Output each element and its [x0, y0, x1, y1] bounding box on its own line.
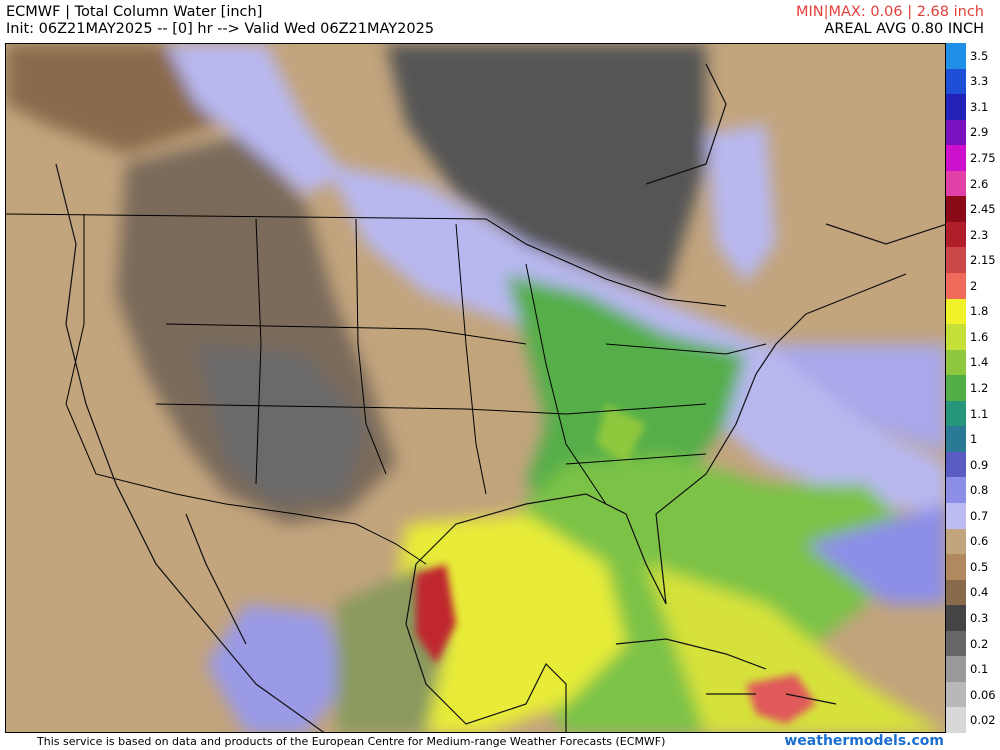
colorbar-swatch [946, 426, 966, 453]
colorbar-label: 0.06 [970, 687, 996, 702]
colorbar-label: 2.9 [970, 125, 989, 140]
colorbar-label: 3.1 [970, 99, 989, 114]
colorbar-swatch [946, 503, 966, 530]
colorbar-swatch [946, 298, 966, 325]
colorbar-label: 0.3 [970, 611, 989, 625]
colorbar-label: 0.1 [970, 662, 989, 677]
colorbar-label: 1 [970, 432, 978, 447]
init-valid-time: Init: 06Z21MAY2025 -- [0] hr --> Valid W… [6, 21, 435, 37]
colorbar-label: 2.6 [970, 176, 989, 191]
colorbar-swatch [946, 119, 966, 146]
map-title: ECMWF | Total Column Water [inch] [6, 4, 263, 20]
colorbar-label: 1.6 [970, 329, 989, 344]
colorbar-label: 0.7 [970, 508, 989, 523]
colorbar-label: 0.4 [970, 585, 989, 600]
colorbar-swatch [946, 94, 966, 121]
min-max-readout: MIN|MAX: 0.06 | 2.68 inch [795, 4, 984, 20]
colorbar-label: 2.3 [970, 227, 989, 242]
site-link[interactable]: weathermodels.com [784, 733, 944, 749]
colorbar-swatch [946, 375, 966, 402]
colorbar-swatch [946, 477, 966, 504]
data-credit: This service is based on data and produc… [37, 735, 666, 748]
colorbar-swatch [946, 170, 966, 197]
colorbar-label: 0.2 [970, 636, 989, 651]
colorbar-swatch [946, 630, 966, 657]
colorbar-swatch [946, 400, 966, 427]
colorbar-swatch [946, 247, 966, 274]
colorbar-swatch [946, 273, 966, 300]
colorbar-label: 3.3 [970, 74, 989, 89]
colorbar-label: 1.2 [970, 381, 989, 395]
colorbar-label: 0.6 [970, 534, 989, 549]
colorbar-label: 2 [970, 278, 978, 293]
colorbar-label: 2.15 [970, 253, 996, 268]
colorbar-swatch [946, 324, 966, 351]
colorbar-swatch [946, 196, 966, 223]
colorbar-swatch [946, 707, 966, 734]
colorbar-label: 2.45 [970, 202, 996, 217]
precipitable-water-map [5, 43, 946, 733]
colorbar-label: 1.4 [970, 355, 989, 370]
colorbar-swatch [946, 681, 966, 708]
colorbar-swatch [946, 221, 966, 248]
colorbar-swatch [946, 349, 966, 376]
colorbar-swatch [946, 656, 966, 683]
colorbar-label: 2.75 [970, 151, 996, 165]
colorbar-label: 1.8 [970, 304, 989, 319]
colorbar-swatch [946, 528, 966, 555]
color-scale-legend: 3.5 3.3 3.1 2.9 2.75 2.6 2.45 2.3 2.15 2 1.8 1.6 1.4… [946, 43, 1000, 734]
colorbar-swatch [946, 554, 966, 581]
colorbar-label: 3.5 [970, 48, 989, 63]
colorbar-label: 1.1 [970, 406, 989, 421]
colorbar-swatch [946, 605, 966, 632]
colorbar-label: 0.8 [970, 483, 989, 498]
colorbar-swatch [946, 145, 966, 172]
colorbar-label: 0.02 [970, 713, 996, 728]
colorbar-label: 0.9 [970, 457, 989, 472]
colorbar-label: 0.5 [970, 559, 989, 574]
colorbar-swatch [946, 579, 966, 606]
colorbar-swatch [946, 451, 966, 478]
areal-average-readout: AREAL AVG 0.80 INCH [824, 21, 984, 37]
colorbar-swatch [946, 43, 966, 70]
colorbar-swatch [946, 68, 966, 95]
